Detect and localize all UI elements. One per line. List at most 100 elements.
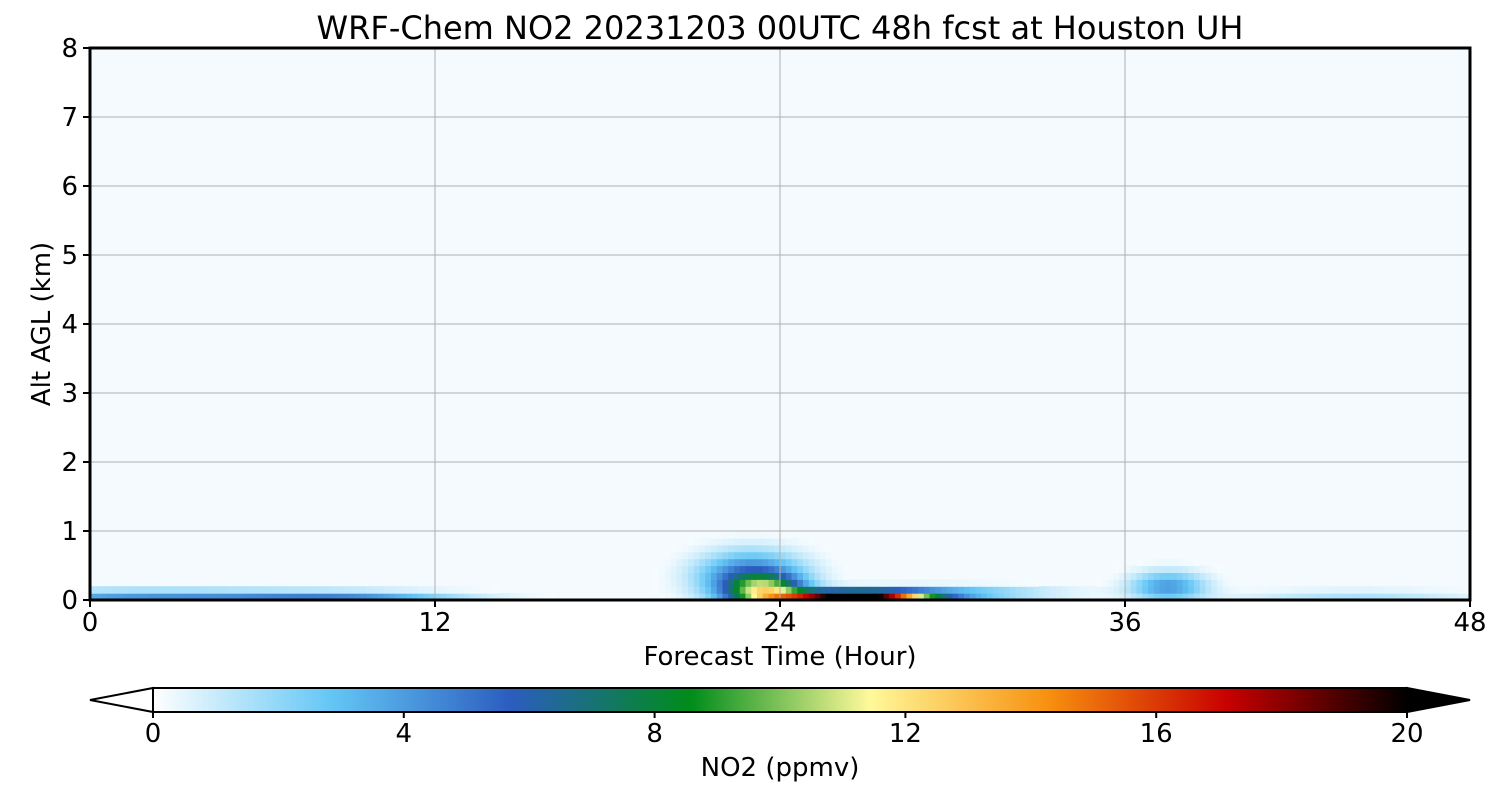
field-cell (1188, 558, 1195, 567)
field-cell (682, 551, 689, 560)
field-cell (814, 593, 821, 600)
field-cell (1228, 586, 1235, 594)
field-cell (1194, 579, 1201, 587)
field-cell (1033, 593, 1040, 600)
field-cell (1222, 593, 1230, 600)
field-cell (1424, 593, 1431, 600)
field-cell (791, 579, 798, 587)
x-axis-label: Forecast Time (Hour) (643, 642, 916, 672)
field-cell (107, 593, 114, 600)
field-cell (757, 544, 764, 553)
field-cell (975, 579, 982, 587)
field-cell (1188, 579, 1195, 587)
field-cell (739, 572, 747, 580)
field-cell (728, 531, 735, 539)
field-cell (291, 586, 298, 594)
field-cell (262, 593, 269, 600)
field-cell (492, 593, 499, 600)
field-cell (762, 572, 770, 580)
field-cell (1015, 586, 1023, 594)
field-cell (975, 586, 982, 594)
field-cell (113, 593, 120, 600)
field-cell (849, 593, 856, 600)
field-cell (159, 586, 166, 594)
colorbar-tick-label: 0 (145, 719, 162, 749)
field-cell (1309, 586, 1316, 594)
field-cell (343, 593, 350, 600)
field-cell (1228, 579, 1235, 587)
field-cell (682, 593, 689, 600)
field-cell (1067, 586, 1074, 594)
field-cell (699, 565, 706, 573)
field-cell (222, 586, 229, 594)
field-cell (751, 531, 758, 539)
field-cell (1148, 593, 1155, 600)
field-cell (1171, 593, 1178, 600)
field-cell (1159, 579, 1166, 587)
field-cell (682, 544, 689, 553)
y-axis-label: Alt AGL (km) (27, 242, 57, 406)
field-cell (1303, 593, 1310, 600)
field-cell (239, 586, 246, 594)
field-cell (665, 551, 672, 560)
field-cell (1027, 586, 1034, 594)
field-cell (768, 544, 775, 553)
field-cell (791, 586, 798, 594)
field-cell (1010, 586, 1017, 594)
field-cell (820, 586, 827, 594)
field-cell (1113, 586, 1120, 594)
field-cell (998, 586, 1005, 594)
field-cell (711, 551, 718, 560)
field-cell (400, 593, 407, 600)
field-cell (659, 565, 666, 573)
field-cell (1228, 593, 1235, 600)
field-cell (1268, 593, 1276, 600)
field-cell (308, 593, 315, 600)
colorbar-tick-label: 8 (646, 719, 663, 749)
field-cell (412, 586, 419, 594)
field-cell (912, 593, 919, 600)
field-cell (688, 579, 695, 587)
field-cell (320, 586, 327, 594)
field-cell (831, 579, 839, 587)
field-cell (90, 586, 97, 594)
field-cell (774, 565, 781, 573)
field-cell (1136, 572, 1143, 580)
field-cell (1429, 586, 1437, 594)
field-cell (1004, 586, 1011, 594)
field-cell (929, 593, 936, 600)
field-cell (883, 593, 890, 600)
field-cell (791, 572, 798, 580)
field-cell (331, 593, 338, 600)
field-cell (722, 579, 729, 587)
field-cell (699, 537, 706, 546)
field-cell (734, 565, 741, 573)
field-cell (1165, 558, 1172, 567)
field-cell (785, 572, 793, 580)
field-cell (826, 572, 833, 580)
field-cell (808, 558, 816, 567)
field-cell (412, 593, 419, 600)
field-cell (734, 579, 741, 587)
field-cell (544, 593, 551, 600)
field-cell (423, 593, 430, 600)
y-axis: 0 1 2 3 4 5 6 7 8 (61, 34, 90, 616)
field-cell (268, 586, 275, 594)
field-cell (1153, 593, 1161, 600)
field-cell (1337, 593, 1345, 600)
field-cell (1222, 586, 1230, 594)
field-cell (670, 558, 678, 567)
field-cell (705, 551, 712, 560)
field-cell (509, 593, 517, 600)
field-cell (768, 593, 775, 600)
field-cell (705, 544, 712, 553)
x-tick-label: 48 (1453, 608, 1486, 638)
field-cell (688, 537, 695, 546)
field-cell (1286, 586, 1293, 594)
field-cell (780, 558, 787, 567)
field-cell (699, 544, 706, 553)
field-cell (889, 593, 896, 600)
field-cell (981, 593, 988, 600)
field-cell (458, 593, 465, 600)
